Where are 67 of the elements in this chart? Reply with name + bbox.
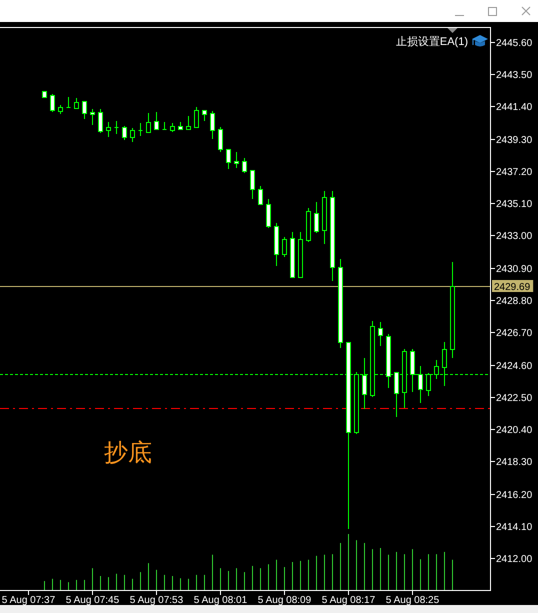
candlestick	[178, 122, 183, 130]
x-tick-label: 5 Aug 07:37	[2, 595, 56, 606]
candlestick	[42, 90, 47, 98]
y-tick-label: 2422.50	[496, 393, 533, 404]
y-tick-label: 2426.70	[496, 328, 533, 339]
candlestick	[290, 232, 295, 278]
candlestick	[282, 236, 287, 258]
ref-line-label: 2429.69	[494, 282, 531, 293]
annotation: 抄底	[104, 440, 152, 467]
candlestick	[306, 208, 311, 242]
candlestick	[194, 106, 199, 128]
x-tick-label: 5 Aug 07:45	[66, 595, 120, 606]
candlestick	[210, 110, 215, 140]
y-tick-label: 2416.20	[496, 490, 533, 501]
candlestick	[98, 108, 103, 134]
candlestick	[106, 122, 111, 138]
candlestick	[242, 158, 247, 174]
candlestick	[122, 126, 127, 140]
y-tick-label: 2414.10	[496, 522, 533, 533]
y-tick-label: 2441.40	[496, 102, 533, 113]
candlestick	[450, 262, 455, 358]
candlestick	[258, 186, 263, 206]
candlestick	[274, 222, 279, 266]
candlestick	[170, 122, 175, 132]
candlestick	[130, 128, 135, 142]
x-tick-label: 5 Aug 08:01	[194, 595, 248, 606]
candlestick	[338, 258, 343, 348]
candlestick	[154, 112, 159, 130]
y-tick-label: 2418.30	[496, 457, 533, 468]
candlestick	[50, 94, 55, 112]
candlestick	[266, 198, 271, 228]
candlestick	[66, 96, 71, 108]
y-tick-label: 2430.90	[496, 264, 533, 275]
candlestick	[186, 116, 191, 130]
y-tick-label: 2445.60	[496, 38, 533, 49]
y-tick-label: 2412.00	[496, 554, 533, 565]
y-tick-label: 2424.60	[496, 361, 533, 372]
x-tick-label: 5 Aug 08:25	[386, 595, 440, 606]
candlestick	[90, 108, 95, 126]
candlestick	[114, 120, 119, 134]
candlestick	[298, 232, 303, 278]
x-tick-label: 5 Aug 07:53	[130, 595, 184, 606]
y-tick-label: 2420.40	[496, 425, 533, 436]
y-tick-label: 2428.80	[496, 296, 533, 307]
candlestick	[314, 202, 319, 234]
y-tick-label: 2437.20	[496, 167, 533, 178]
candlestick	[138, 122, 143, 136]
y-tick-label: 2439.30	[496, 135, 533, 146]
candlestick	[146, 112, 151, 134]
candlestick	[234, 152, 239, 168]
candlestick	[330, 190, 335, 282]
candlestick	[162, 122, 167, 130]
candlestick	[378, 322, 383, 346]
candlestick	[82, 100, 87, 120]
candlestick	[250, 170, 255, 200]
candlestick	[74, 98, 79, 110]
y-tick-label: 2443.50	[496, 70, 533, 81]
annotation: 止损设置EA(1)	[396, 34, 468, 48]
candlestick	[218, 126, 223, 152]
y-tick-label: 2435.10	[496, 199, 533, 210]
candlestick	[202, 110, 207, 122]
candlestick	[226, 148, 231, 170]
candlestick	[58, 104, 63, 114]
x-tick-label: 5 Aug 08:09	[258, 595, 312, 606]
y-tick-label: 2433.00	[496, 231, 533, 242]
candlestick	[322, 190, 327, 244]
x-tick-label: 5 Aug 08:17	[322, 595, 376, 606]
